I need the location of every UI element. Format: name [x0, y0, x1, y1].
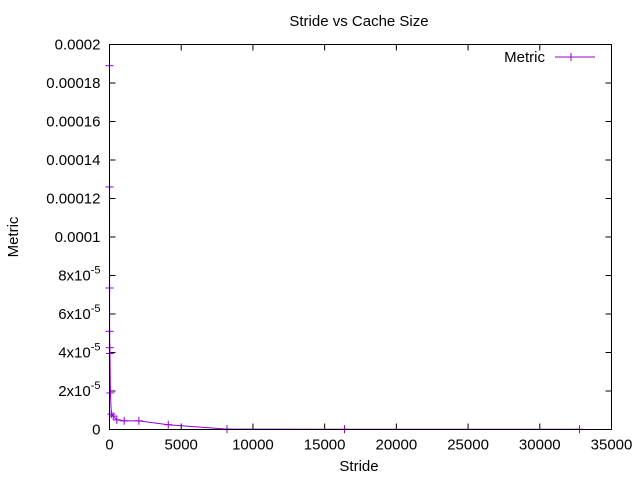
data-point	[112, 415, 121, 424]
x-tick-label: 25000	[447, 437, 489, 454]
x-tick-label: 5000	[165, 437, 198, 454]
plot-frame	[109, 44, 612, 430]
data-point	[164, 420, 173, 429]
y-tick-label: 0.00016	[46, 114, 100, 131]
y-tick-label: 2x10-5	[58, 380, 100, 400]
y-tick-label-base: 0	[92, 422, 100, 439]
data-point	[109, 412, 118, 421]
y-tick-label: 0	[92, 422, 100, 439]
y-tick-label-base: 8x10	[58, 268, 91, 285]
x-tick-label: 20000	[375, 437, 417, 454]
y-tick-label-base: 0.0002	[55, 37, 101, 54]
y-tick-label: 0.00018	[46, 75, 100, 92]
y-tick-label: 0.0001	[55, 229, 101, 246]
y-tick-label-base: 0.00018	[46, 75, 100, 92]
y-tick-label: 6x10-5	[58, 303, 100, 323]
data-point	[134, 416, 143, 425]
x-tick-label: 35000	[591, 437, 633, 454]
data-point	[120, 416, 129, 425]
y-tick-label: 0.00012	[46, 191, 100, 208]
x-axis-ticks: 0 5000 10000 15000 20000 25000 30000 35000	[105, 44, 633, 454]
y-tick-label: 8x10-5	[58, 265, 100, 285]
legend-label: Metric	[504, 49, 545, 66]
data-point	[106, 388, 115, 397]
y-tick-label: 4x10-5	[58, 342, 100, 362]
series-layer	[105, 61, 584, 434]
x-tick-label: 0	[105, 437, 113, 454]
y-tick-label-exponent: -5	[91, 265, 101, 277]
data-point	[107, 410, 116, 419]
series-line	[109, 65, 580, 430]
y-tick-label-exponent: -5	[91, 380, 101, 392]
y-tick-label: 0.00014	[46, 152, 100, 169]
y-tick-label-exponent: -5	[91, 342, 101, 354]
chart-title: Stride vs Cache Size	[289, 13, 428, 30]
legend: Metric	[504, 49, 595, 66]
y-tick-label-base: 0.00016	[46, 114, 100, 131]
y-tick-label: 0.0002	[55, 37, 101, 54]
y-axis-label: Metric	[5, 216, 22, 257]
y-tick-label-base: 0.00012	[46, 191, 100, 208]
y-tick-label-base: 2x10	[58, 383, 91, 400]
y-tick-label-base: 0.00014	[46, 152, 100, 169]
y-tick-label-exponent: -5	[91, 303, 101, 315]
x-tick-label: 10000	[232, 437, 274, 454]
x-axis-label: Stride	[339, 458, 378, 475]
y-tick-label-base: 0.0001	[55, 229, 101, 246]
x-tick-label: 30000	[519, 437, 561, 454]
y-axis-ticks: 02x10-54x10-56x10-58x10-50.00010.000120.…	[46, 37, 612, 439]
y-tick-label-base: 6x10	[58, 306, 91, 323]
y-tick-label-base: 4x10	[58, 345, 91, 362]
x-tick-label: 15000	[304, 437, 346, 454]
